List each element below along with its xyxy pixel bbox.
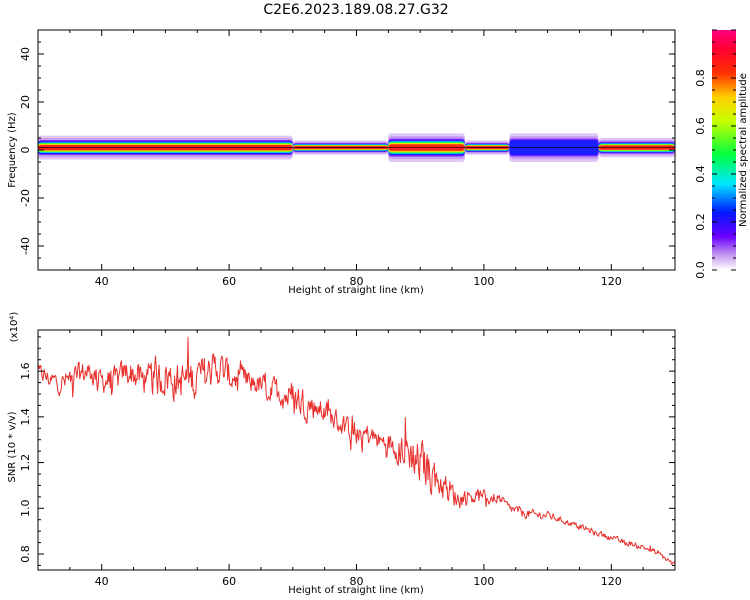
- spectrogram-band: [38, 133, 675, 162]
- colorbar-tick-label: 0.2: [694, 213, 707, 231]
- x-tick-label: 100: [473, 275, 494, 288]
- colorbar-ticks: 0.0 0.2 0.4 0.6 0.8: [694, 29, 736, 279]
- colorbar-tick-label: 0.0: [694, 261, 707, 279]
- x-tick-label: 80: [350, 275, 364, 288]
- x-tick-label: 120: [601, 275, 622, 288]
- snr-y-multiplier: (x10⁴): [9, 312, 20, 343]
- x-tick-label: 40: [95, 275, 109, 288]
- snr-x-ticks: 40 60 80 100 120: [37, 330, 676, 588]
- x-tick-label: 60: [222, 575, 236, 588]
- snr-y-axis-label: SNR (10 * v/v): [7, 411, 18, 482]
- colorbar-gradient: [712, 30, 736, 270]
- y-tick-label: 1.2: [19, 454, 32, 472]
- colorbar-tick-label: 0.6: [694, 117, 707, 135]
- y-tick-label: -40: [19, 237, 32, 255]
- colorbar-label: Normalized spectral amplitude: [738, 73, 749, 227]
- spectrogram-x-ticks: 40 60 80 100 120: [37, 30, 676, 288]
- snr-plot-area: [38, 330, 675, 570]
- y-tick-label: 1.6: [19, 362, 32, 380]
- y-tick-label: 40: [19, 47, 32, 61]
- snr-panel: 40 60 80 100 120 0.8 1.0 1.2 1.4 1.6 Height of s…: [7, 312, 676, 596]
- y-tick-label: 0.8: [19, 545, 32, 563]
- x-tick-label: 80: [350, 575, 364, 588]
- y-tick-label: 1.4: [19, 408, 32, 426]
- spectrogram-x-axis-label: Height of straight line (km): [288, 285, 424, 296]
- x-tick-label: 120: [601, 575, 622, 588]
- snr-series-line: [38, 336, 675, 565]
- figure-title: C2E6.2023.189.08.27.G32: [263, 2, 448, 18]
- snr-y-ticks: 0.8 1.0 1.2 1.4 1.6: [19, 336, 675, 566]
- snr-x-axis-label: Height of straight line (km): [288, 585, 424, 596]
- x-tick-label: 40: [95, 575, 109, 588]
- x-tick-label: 60: [222, 275, 236, 288]
- colorbar: 0.0 0.2 0.4 0.6 0.8 Normalized spectral ampl…: [694, 29, 749, 279]
- y-tick-label: 20: [19, 95, 32, 109]
- spectrogram-y-ticks: -40 -20 0 20 40: [19, 29, 675, 271]
- colorbar-tick-label: 0.8: [694, 69, 707, 87]
- spectrogram-panel: 40 60 80 100 120 -40 -20 0 20 40 Height of strai…: [7, 29, 676, 296]
- y-tick-label: 0: [19, 147, 32, 154]
- colorbar-tick-label: 0.4: [694, 165, 707, 183]
- y-tick-label: -20: [19, 189, 32, 207]
- spectrogram-y-axis-label: Frequency (Hz): [7, 112, 18, 188]
- x-tick-label: 100: [473, 575, 494, 588]
- y-tick-label: 1.0: [19, 500, 32, 518]
